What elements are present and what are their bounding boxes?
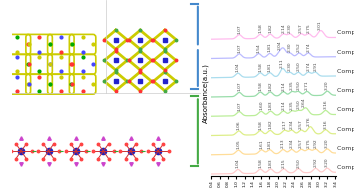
Text: 2.50: 2.50	[296, 100, 300, 109]
Text: 2.13: 2.13	[281, 139, 285, 149]
Text: 1.82: 1.82	[268, 23, 272, 33]
Text: 2.92: 2.92	[314, 158, 318, 167]
Text: 1.05: 1.05	[236, 139, 240, 149]
Text: Complex 6: Complex 6	[337, 69, 354, 74]
Text: 2.30: 2.30	[288, 62, 292, 71]
Text: 1.81: 1.81	[268, 62, 272, 72]
Text: 1.58: 1.58	[258, 120, 262, 130]
Text: 3.20: 3.20	[325, 157, 329, 167]
Text: 1.60: 1.60	[259, 101, 263, 110]
Text: 2.76: 2.76	[307, 117, 311, 126]
Text: Complex 7: Complex 7	[337, 50, 354, 55]
Text: 2.14: 2.14	[281, 23, 285, 33]
Text: 2.57: 2.57	[299, 23, 303, 33]
Text: 1.58: 1.58	[258, 62, 262, 72]
Text: 1.58: 1.58	[258, 81, 262, 91]
Text: 1.04: 1.04	[236, 159, 240, 168]
Text: 2.35: 2.35	[290, 81, 294, 90]
Text: 3.16: 3.16	[324, 100, 327, 109]
Text: 2.14: 2.14	[281, 100, 285, 110]
Text: 1.07: 1.07	[237, 24, 241, 34]
Text: 2.30: 2.30	[288, 23, 292, 33]
Text: 2.75: 2.75	[307, 138, 310, 148]
Text: 1.54: 1.54	[257, 43, 261, 53]
Text: 1.83: 1.83	[269, 158, 273, 168]
Text: Complex 1: Complex 1	[337, 165, 354, 170]
Text: 1.81: 1.81	[268, 43, 272, 52]
Text: Complex 4: Complex 4	[337, 107, 354, 112]
Text: 2.74: 2.74	[306, 42, 310, 52]
Text: 2.57: 2.57	[299, 139, 303, 148]
Text: Complex 8: Complex 8	[337, 30, 354, 35]
Text: 1.06: 1.06	[237, 120, 241, 130]
Text: Complex 2: Complex 2	[337, 146, 354, 151]
Text: 2.52: 2.52	[297, 42, 301, 52]
Text: 2.50: 2.50	[296, 158, 300, 167]
Y-axis label: Absorbance(a.u.): Absorbance(a.u.)	[203, 63, 209, 122]
Text: Complex 5: Complex 5	[337, 88, 354, 93]
Text: 1.83: 1.83	[269, 101, 273, 110]
Text: 2.71: 2.71	[305, 81, 309, 90]
Text: 2.64: 2.64	[302, 98, 306, 107]
Text: 3.01: 3.01	[317, 21, 321, 30]
Text: 2.91: 2.91	[313, 61, 317, 71]
Text: 2.50: 2.50	[296, 61, 300, 71]
Text: 2.35: 2.35	[290, 100, 294, 110]
Text: 1.82: 1.82	[268, 81, 272, 91]
Text: 1.07: 1.07	[237, 82, 241, 91]
Text: 3.20: 3.20	[325, 138, 329, 148]
Text: 2.74: 2.74	[306, 61, 310, 71]
Text: 3.16: 3.16	[324, 119, 327, 129]
Text: 1.58: 1.58	[258, 23, 262, 33]
Text: 3.20: 3.20	[325, 81, 329, 90]
Text: 2.14: 2.14	[281, 81, 285, 91]
Text: 2.57: 2.57	[299, 119, 303, 129]
Text: 2.30: 2.30	[288, 42, 292, 52]
Text: 1.58: 1.58	[258, 158, 262, 168]
Text: 1.82: 1.82	[268, 120, 272, 129]
Text: 2.34: 2.34	[290, 119, 294, 129]
Text: 2.04: 2.04	[277, 41, 281, 50]
Text: 2.17: 2.17	[282, 119, 287, 129]
Text: 1.61: 1.61	[259, 139, 263, 149]
Text: 2.75: 2.75	[307, 23, 310, 33]
Text: 1.07: 1.07	[237, 101, 241, 111]
Text: 2.15: 2.15	[282, 158, 286, 168]
Text: 2.34: 2.34	[290, 139, 294, 148]
Text: 1.81: 1.81	[268, 139, 272, 149]
X-axis label: Frequency(THz): Frequency(THz)	[246, 188, 301, 189]
Text: 1.04: 1.04	[236, 63, 240, 72]
Text: 2.11: 2.11	[280, 58, 284, 68]
Text: 2.50: 2.50	[296, 81, 300, 90]
Text: 1.07: 1.07	[237, 43, 241, 53]
Text: 2.92: 2.92	[314, 138, 318, 148]
Text: Complex 3: Complex 3	[337, 127, 354, 132]
